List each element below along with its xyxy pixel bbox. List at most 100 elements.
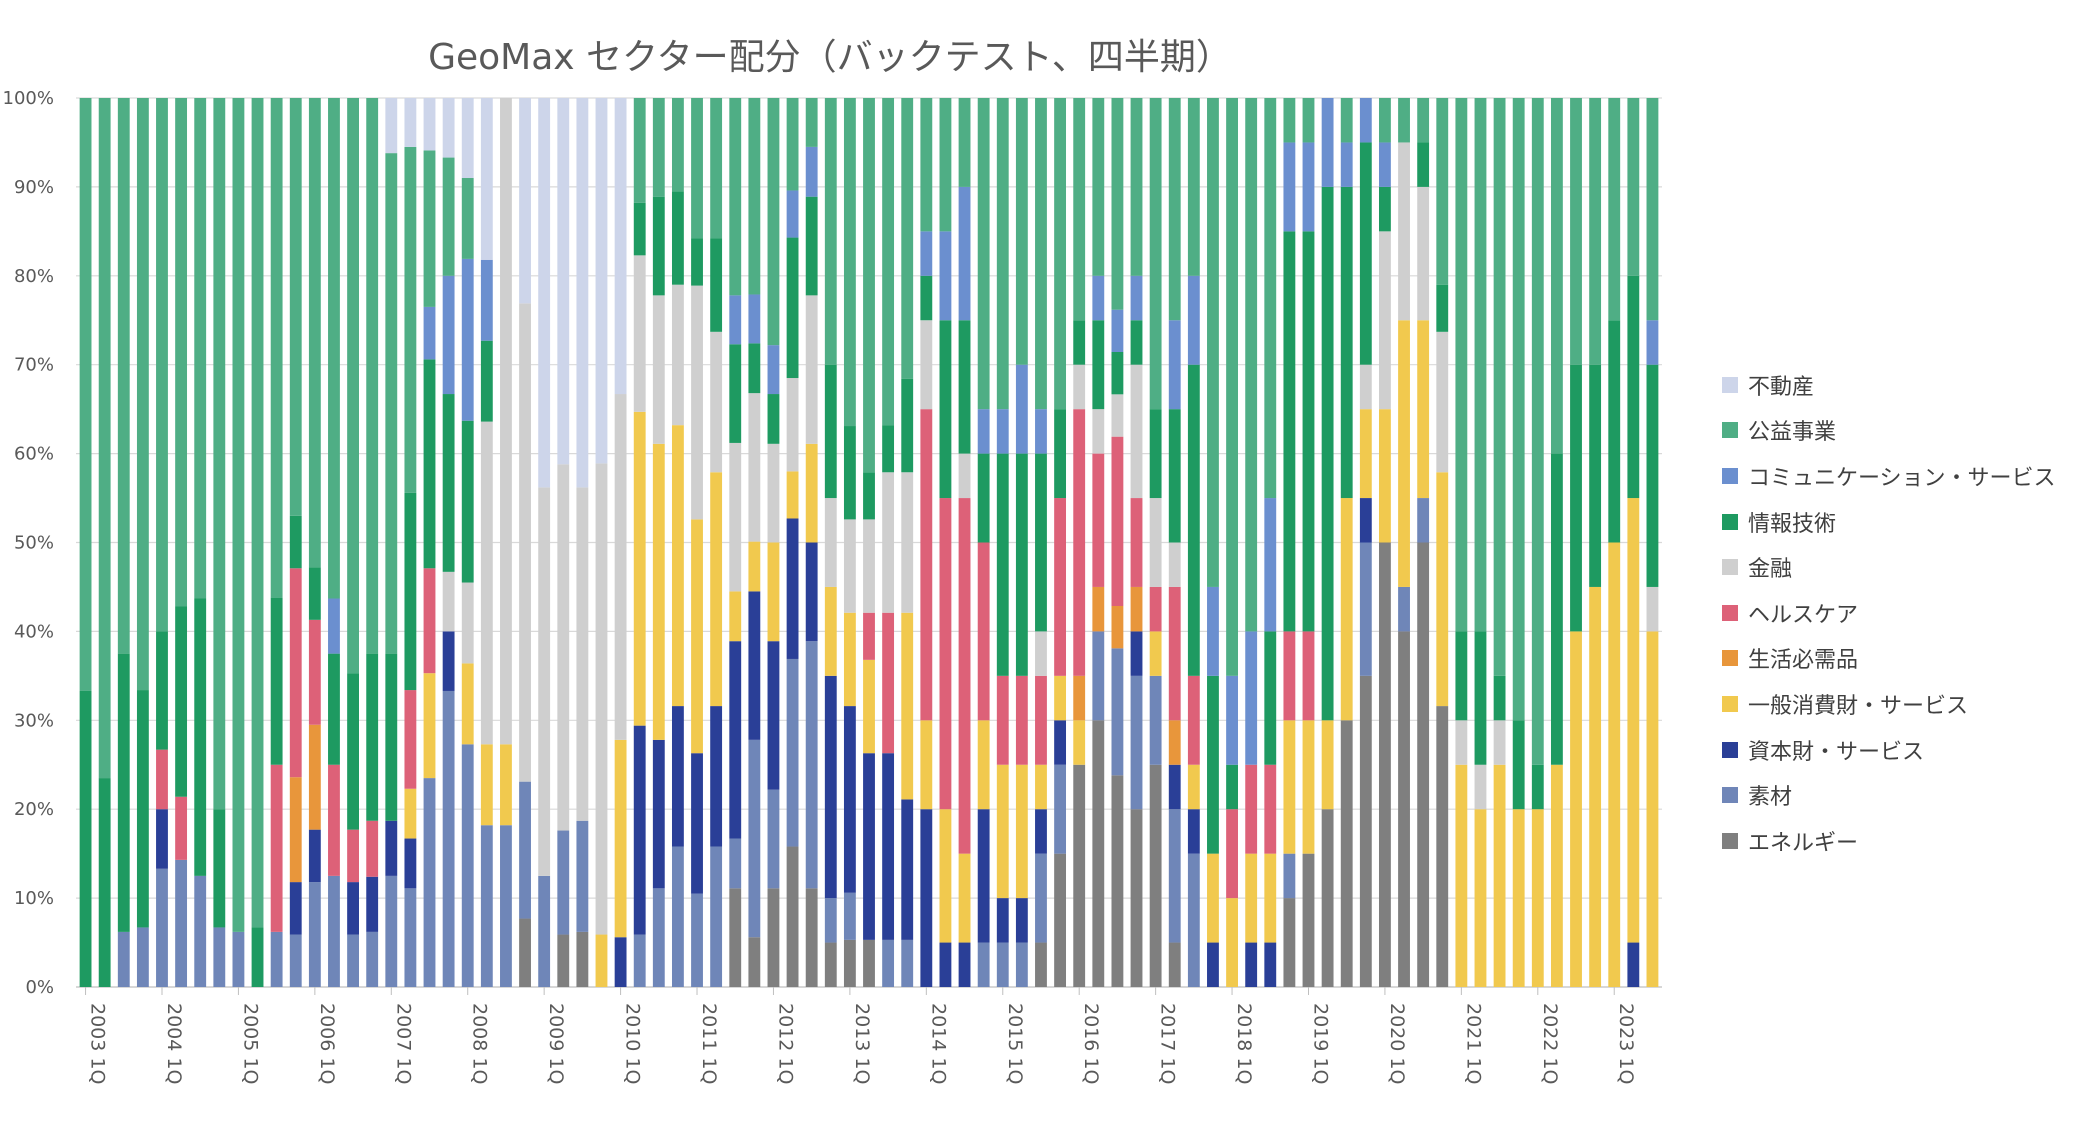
bar-segment — [805, 443, 818, 543]
bar-segment — [1111, 775, 1124, 987]
bar-segment — [442, 631, 455, 691]
bar-segment — [1379, 542, 1391, 987]
bar-segment — [786, 471, 799, 519]
x-tick-label: 2013 1Q — [851, 1003, 873, 1084]
bar-segment — [423, 306, 436, 360]
bar-segment — [1570, 98, 1582, 365]
bar-segment — [843, 892, 856, 940]
bar-segment — [710, 706, 723, 847]
legend-item: 素材 — [1722, 772, 2056, 818]
bar-segment — [1035, 675, 1047, 765]
bar-segment — [920, 409, 933, 721]
bar-segment — [347, 673, 359, 830]
bar-segment — [1207, 942, 1219, 987]
bar-segment — [79, 690, 92, 987]
bar-segment — [691, 519, 703, 754]
bar-segment — [423, 778, 436, 987]
bar-segment — [1111, 648, 1124, 776]
bar-segment — [461, 744, 474, 987]
bar-segment — [270, 764, 283, 932]
bar-segment — [977, 542, 990, 721]
bar-segment — [270, 597, 283, 765]
bar-segment — [614, 394, 627, 740]
bar-segment — [748, 541, 761, 592]
bar-segment — [1417, 98, 1430, 143]
bar-segment — [614, 739, 627, 938]
bar-segment — [136, 927, 149, 987]
bar-segment — [1531, 809, 1544, 987]
bar-segment — [1073, 409, 1086, 676]
bar-segment — [1149, 631, 1162, 676]
x-tick-label: 2017 1Q — [1157, 1003, 1179, 1084]
bar-segment — [538, 487, 551, 876]
bar-segment — [1340, 720, 1353, 987]
bar-segment — [1417, 498, 1430, 543]
bar-segment — [1015, 898, 1028, 943]
bar-segment — [1570, 631, 1582, 987]
legend-item: 不動産 — [1722, 362, 2056, 408]
x-tick-label: 2018 1Q — [1233, 1003, 1255, 1084]
bar-segment — [136, 98, 149, 691]
bar-segment — [1130, 98, 1143, 276]
bar-segment — [1531, 764, 1544, 810]
x-tick-label: 2010 1Q — [622, 1003, 644, 1084]
bar-segment — [442, 394, 455, 572]
bar-segment — [691, 98, 703, 239]
bar-segment — [1589, 586, 1602, 987]
bar-segment — [1015, 453, 1028, 676]
bar-segment — [1245, 853, 1258, 943]
bar-segment — [671, 706, 684, 847]
bar-segment — [1417, 186, 1430, 321]
bar-segment — [117, 931, 130, 987]
bar-segment — [882, 425, 895, 473]
bar-segment — [1207, 98, 1219, 587]
bar-segment — [729, 888, 742, 987]
x-tick-label: 2012 1Q — [774, 1003, 796, 1084]
x-tick-label: 2006 1Q — [316, 1003, 338, 1084]
legend-label: 金融 — [1748, 557, 1793, 583]
bar-segment — [461, 663, 474, 745]
bar-segment — [519, 781, 531, 919]
bar-segment — [729, 442, 742, 592]
bar-segment — [1264, 98, 1277, 499]
bar-segment — [1111, 352, 1124, 395]
bar-segment — [461, 420, 474, 583]
bar-segment — [423, 568, 436, 674]
bar-segment — [500, 744, 512, 826]
bar-segment — [1226, 809, 1238, 899]
bar-segment — [404, 838, 417, 889]
legend-swatch — [1722, 741, 1738, 758]
bar-segment — [882, 472, 895, 613]
bar-segment — [1092, 98, 1105, 276]
bar-segment — [901, 612, 914, 800]
bar-segment — [939, 809, 952, 943]
bar-segment — [1187, 675, 1200, 765]
y-tick-label: 90% — [14, 177, 54, 198]
bar-segment — [461, 582, 474, 664]
bar-segment — [213, 809, 226, 928]
bar-segment — [1379, 142, 1391, 187]
bar-segment — [977, 98, 990, 410]
legend-label: 資本財・サービス — [1748, 739, 1925, 765]
bar-segment — [480, 744, 493, 826]
bar-segment — [1512, 809, 1525, 987]
bar-segment — [767, 888, 780, 987]
bar-segment — [1379, 186, 1391, 232]
y-tick-label: 50% — [14, 533, 54, 554]
bar-segment — [977, 942, 990, 987]
bar-segment — [270, 931, 283, 987]
bar-segment — [461, 178, 474, 259]
bar-segment — [366, 876, 379, 932]
bar-segment — [1187, 364, 1200, 676]
bar-segment — [347, 934, 359, 987]
bar-segment — [824, 898, 837, 943]
bar-segment — [1207, 586, 1219, 676]
bar-segment — [748, 98, 761, 295]
x-tick-label: 2019 1Q — [1309, 1003, 1331, 1084]
legend-label: 情報技術 — [1748, 511, 1837, 537]
bar-segment — [691, 893, 703, 987]
bar-segment — [1149, 98, 1162, 410]
bar-segment — [1015, 675, 1028, 765]
bar-segment — [404, 888, 417, 987]
bar-segment — [1512, 98, 1525, 721]
